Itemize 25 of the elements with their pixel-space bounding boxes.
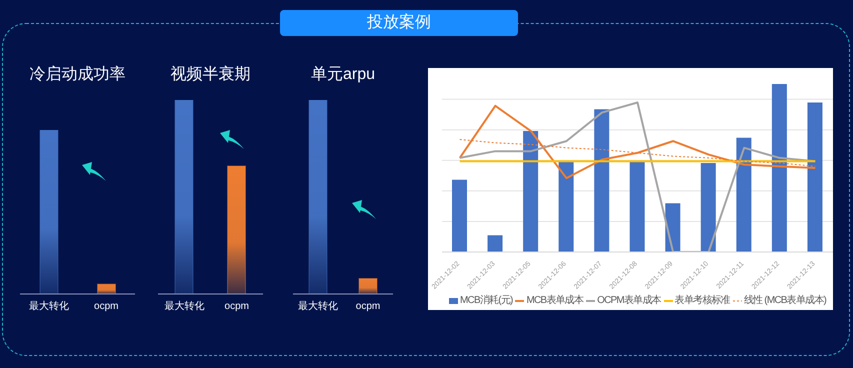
bar bbox=[488, 235, 503, 252]
x-tick-label: 最大转化 bbox=[298, 300, 338, 312]
chart-title: 视频半衰期 bbox=[170, 64, 252, 85]
bar bbox=[700, 162, 716, 252]
x-tick-label: ocpm bbox=[356, 301, 380, 312]
bar bbox=[452, 180, 467, 252]
bar bbox=[736, 138, 752, 252]
legend-label: MCB表单成本 bbox=[526, 294, 584, 308]
chart-title: 冷启动成功率 bbox=[28, 64, 126, 85]
bar bbox=[594, 109, 610, 252]
bar bbox=[558, 161, 574, 252]
x-tick-label: 最大转化 bbox=[164, 300, 204, 312]
chart-title: 单元arpu bbox=[310, 65, 376, 85]
bar bbox=[630, 161, 645, 252]
text: 投放案例 bbox=[280, 10, 518, 36]
bar bbox=[523, 131, 538, 252]
legend-label: OCPM表单成本 bbox=[597, 294, 661, 308]
x-tick-label: ocpm bbox=[224, 301, 249, 312]
bar bbox=[772, 84, 787, 252]
legend-label: 线性 (MCB表单成本) bbox=[744, 294, 826, 308]
x-tick-label: ocpm bbox=[94, 301, 118, 312]
x-tick-label: 最大转化 bbox=[28, 300, 69, 312]
bar bbox=[807, 102, 822, 252]
legend-label: MCB消耗(元) bbox=[460, 294, 512, 308]
legend-label: 表单考核标准 bbox=[674, 294, 730, 308]
